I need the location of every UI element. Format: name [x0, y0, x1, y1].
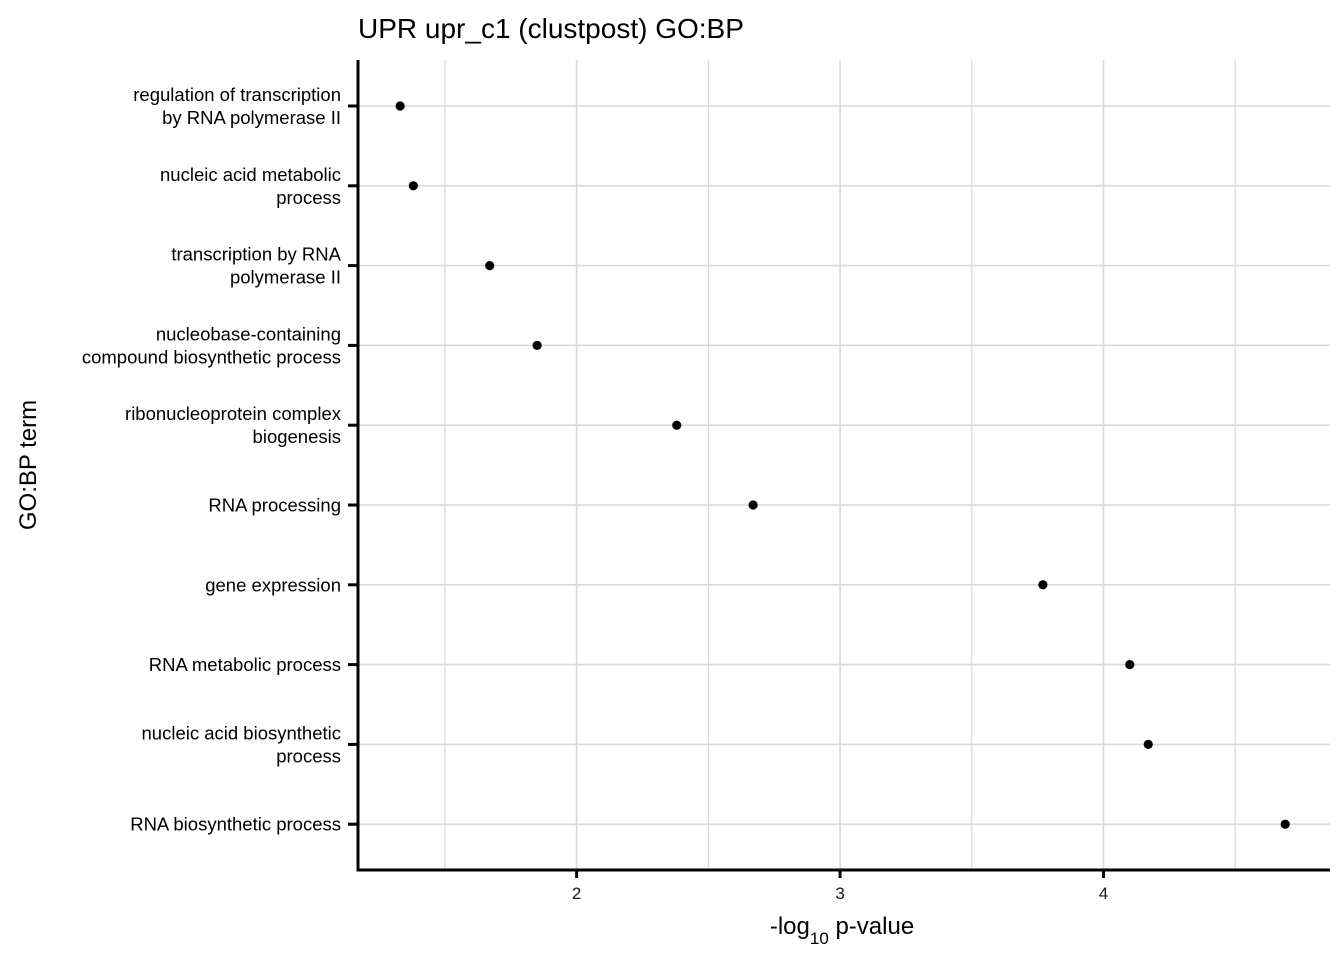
data-point	[485, 261, 495, 271]
y-tick-label: process	[276, 745, 341, 766]
y-tick-label: nucleobase-containing	[156, 323, 341, 344]
y-tick-label: process	[276, 187, 341, 208]
y-tick-label: polymerase II	[230, 267, 341, 288]
data-points	[395, 101, 1290, 829]
y-tick-label: nucleic acid biosynthetic	[142, 722, 342, 743]
y-tick-label: RNA biosynthetic process	[130, 814, 341, 835]
data-point	[1143, 739, 1153, 750]
x-tick-label: 3	[835, 884, 844, 903]
x-tick-label: 2	[572, 884, 581, 903]
y-tick-label: regulation of transcription	[133, 84, 341, 105]
x-tick-label: 4	[1099, 884, 1108, 903]
x-axis-title: -log10 p-value	[770, 913, 914, 948]
y-tick-label: gene expression	[205, 574, 341, 595]
x-axis-title-subscript: 10	[810, 929, 829, 948]
data-point	[1280, 819, 1290, 829]
data-point	[408, 181, 418, 191]
data-point	[748, 500, 758, 510]
grid-lines	[358, 60, 1330, 870]
y-axis-title: GO:BP term	[15, 400, 42, 530]
y-tick-label: biogenesis	[253, 426, 341, 447]
y-tick-label: transcription by RNA	[171, 244, 341, 265]
data-point	[672, 420, 682, 430]
data-point	[1038, 580, 1048, 590]
data-point	[395, 101, 405, 111]
chart-title: UPR upr_c1 (clustpost) GO:BP	[358, 13, 744, 44]
y-tick-label: ribonucleoprotein complex	[125, 403, 342, 424]
y-tick-label: nucleic acid metabolic	[160, 164, 341, 185]
y-tick-label: by RNA polymerase II	[162, 107, 341, 128]
y-tick-label: RNA processing	[208, 495, 341, 516]
axes	[348, 60, 1330, 878]
y-tick-label: compound biosynthetic process	[82, 346, 341, 367]
x-axis-title-suffix: p-value	[829, 913, 914, 940]
y-tick-label: RNA metabolic process	[149, 654, 341, 675]
data-point	[532, 340, 542, 350]
x-tick-labels: 2 3 4	[572, 884, 1108, 903]
x-axis-title-prefix: -log	[770, 913, 810, 940]
data-point	[1125, 660, 1135, 670]
